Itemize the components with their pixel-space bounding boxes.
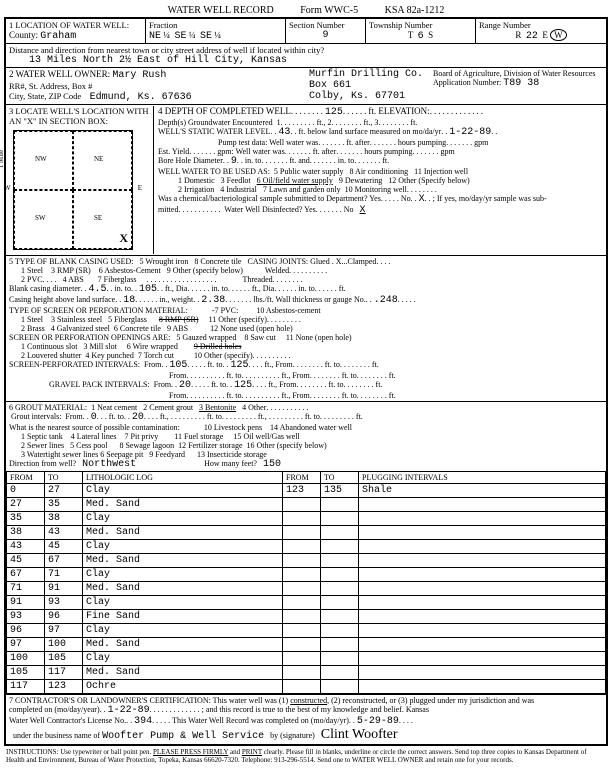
section-1-location: 1 LOCATION OF WATER WELL: County: Graham… [6,19,606,43]
section-2-owner: 2 WATER WELL OWNER: Mary Rush RR#, St. A… [6,67,606,104]
section-6-grout: 6 GROUT MATERIAL: 1 Neat cement 2 Cement… [6,401,606,471]
distance-row: Distance and direction from nearest town… [6,43,606,67]
form-title: WATER WELL RECORD Form WWC-5 KSA 82a-121… [4,4,608,17]
section-box-diagram: NW NE SW SE X W E 1 Mile [13,130,133,250]
lithologic-log-table: FROMTOLITHOLOGIC LOGFROMTOPLUGGING INTER… [6,471,606,694]
section-7-cert: 7 CONTRACTOR'S OR LANDOWNER'S CERTIFICAT… [6,694,606,744]
instructions-footer: INSTRUCTIONS: Use typewriter or ball poi… [4,746,608,766]
section-5-casing: 5 TYPE OF BLANK CASING USED: 5 Wrought i… [6,255,606,401]
section-3-4: 3 LOCATE WELL'S LOCATION WITH AN "X" IN … [6,104,606,255]
